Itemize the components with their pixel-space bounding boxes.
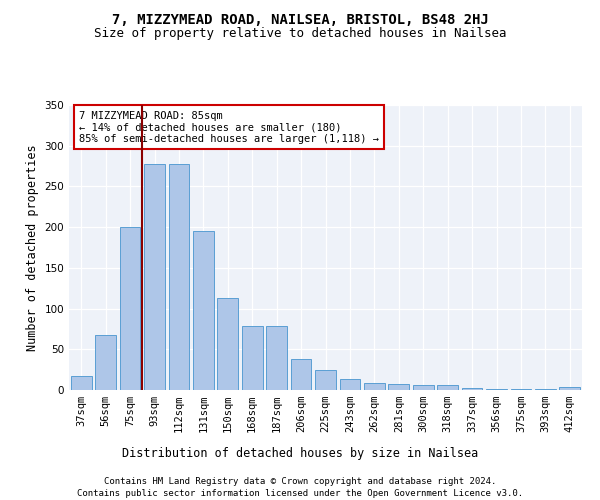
Bar	[193, 231, 214, 390]
Bar	[315, 370, 336, 390]
Text: Distribution of detached houses by size in Nailsea: Distribution of detached houses by size …	[122, 448, 478, 460]
Text: Size of property relative to detached houses in Nailsea: Size of property relative to detached ho…	[94, 28, 506, 40]
Bar	[461, 388, 482, 390]
Bar	[559, 386, 580, 390]
Bar	[535, 389, 556, 390]
Bar	[437, 385, 458, 390]
Bar	[413, 385, 434, 390]
Bar	[169, 164, 190, 390]
Bar	[364, 382, 385, 390]
Bar	[511, 389, 532, 390]
Bar	[242, 326, 263, 390]
Bar	[340, 378, 361, 390]
Bar	[144, 164, 165, 390]
Bar	[217, 298, 238, 390]
Text: Contains public sector information licensed under the Open Government Licence v3: Contains public sector information licen…	[77, 489, 523, 498]
Text: 7 MIZZYMEAD ROAD: 85sqm
← 14% of detached houses are smaller (180)
85% of semi-d: 7 MIZZYMEAD ROAD: 85sqm ← 14% of detache…	[79, 110, 379, 144]
Bar	[119, 227, 140, 390]
Bar	[388, 384, 409, 390]
Bar	[95, 334, 116, 390]
Bar	[266, 326, 287, 390]
Text: Contains HM Land Registry data © Crown copyright and database right 2024.: Contains HM Land Registry data © Crown c…	[104, 478, 496, 486]
Bar	[71, 376, 92, 390]
Bar	[290, 359, 311, 390]
Text: 7, MIZZYMEAD ROAD, NAILSEA, BRISTOL, BS48 2HJ: 7, MIZZYMEAD ROAD, NAILSEA, BRISTOL, BS4…	[112, 12, 488, 26]
Y-axis label: Number of detached properties: Number of detached properties	[26, 144, 39, 351]
Bar	[486, 389, 507, 390]
